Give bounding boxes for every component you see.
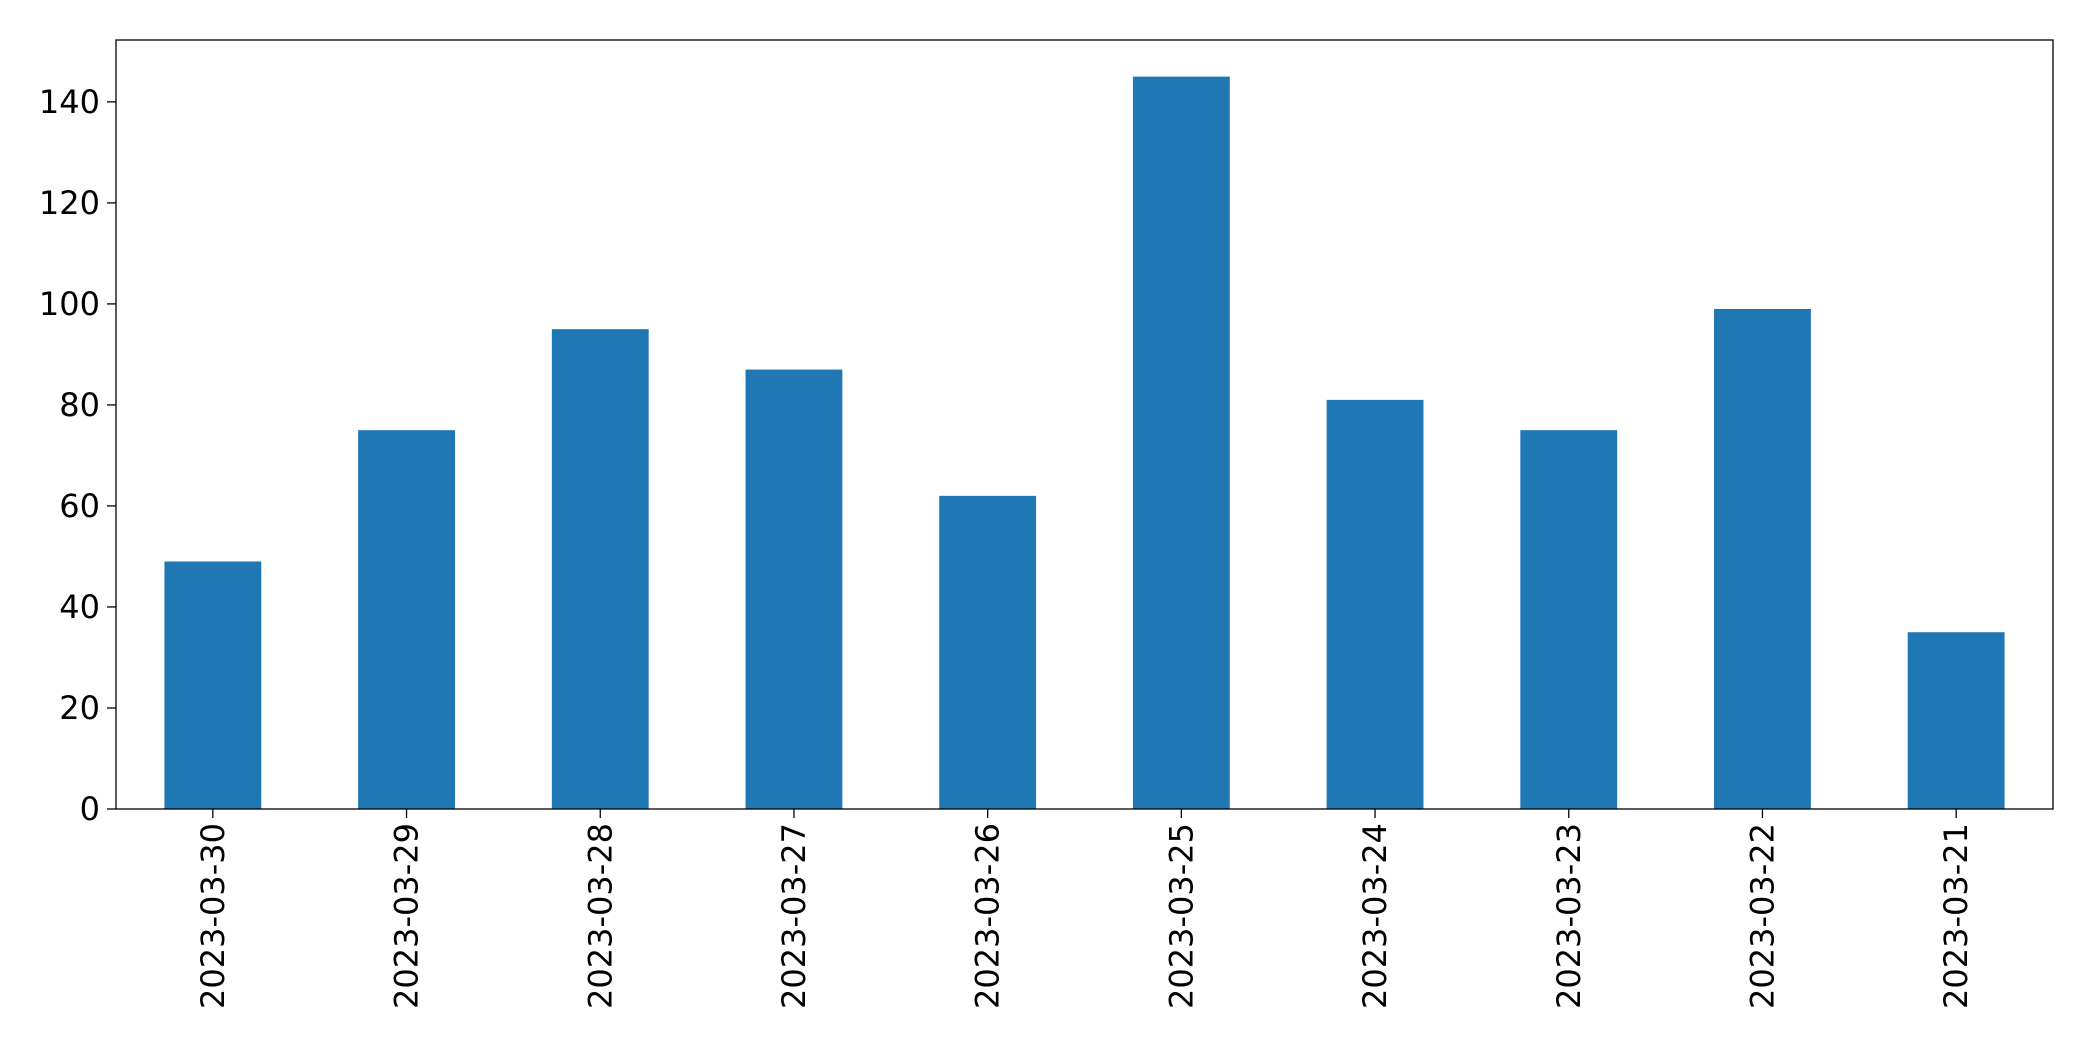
bar-2023-03-21: [1907, 632, 2005, 809]
y-tick-label: 120: [39, 184, 100, 222]
bar-2023-03-29: [358, 430, 455, 809]
bar-2023-03-27: [745, 369, 843, 809]
bar-2023-03-28: [551, 329, 649, 809]
x-tick-label: 2023-03-30: [194, 823, 232, 1009]
bar-2023-03-22: [1714, 308, 1811, 809]
x-axis: 2023-03-30 2023-03-29 2023-03-28 2023-03-27…: [194, 809, 1975, 1009]
y-tick-label: 100: [39, 285, 100, 323]
x-tick-label: 2023-03-29: [388, 823, 426, 1009]
bars: [164, 76, 2005, 810]
bar-2023-03-26: [939, 495, 1037, 809]
x-tick-label: 2023-03-22: [1743, 823, 1781, 1009]
y-tick-label: 80: [59, 386, 100, 424]
x-tick-label: 2023-03-24: [1356, 823, 1394, 1009]
y-tick-label: 20: [59, 689, 100, 727]
x-tick-label: 2023-03-28: [581, 823, 619, 1009]
y-tick-label: 60: [59, 487, 100, 525]
x-tick-label: 2023-03-21: [1937, 823, 1975, 1009]
bar-2023-03-23: [1520, 430, 1618, 809]
plot-frame: [115, 39, 2054, 810]
x-tick-label: 2023-03-23: [1550, 823, 1588, 1009]
bar-2023-03-24: [1326, 399, 1424, 809]
bar-2023-03-25: [1132, 76, 1230, 810]
bar-2023-03-30: [164, 561, 262, 809]
y-axis: 0 20 40 60 80 100 120 140: [39, 83, 116, 828]
x-tick-label: 2023-03-26: [969, 823, 1007, 1009]
y-tick-label: 0: [80, 790, 100, 828]
y-tick-label: 40: [59, 588, 100, 626]
x-tick-label: 2023-03-27: [775, 823, 813, 1009]
y-tick-label: 140: [39, 83, 100, 121]
x-tick-label: 2023-03-25: [1162, 823, 1200, 1009]
